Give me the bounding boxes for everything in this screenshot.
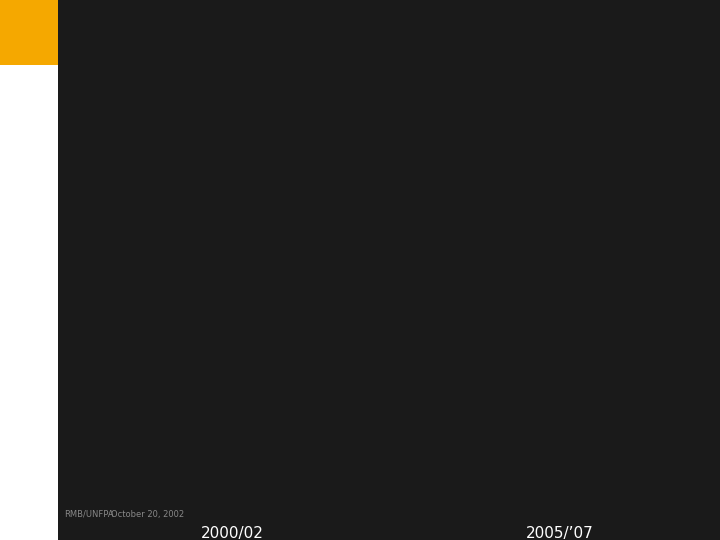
Text: RMB/UNFPA: RMB/UNFPA [64, 510, 114, 518]
Text: 10.6: 10.6 [637, 173, 671, 187]
Text: 9.1: 9.1 [454, 210, 479, 224]
Bar [103, 291, 174, 448]
Bar [618, 191, 689, 448]
Bar [525, 135, 595, 448]
Text: NECESIDAD INSATISFECHA PLANIFICACION FAMILIAR POR: NECESIDAD INSATISFECHA PLANIFICACION FAM… [99, 22, 678, 40]
Bar [197, 171, 267, 448]
Bar [290, 246, 361, 448]
Text: 2000/02: 2000/02 [200, 526, 264, 540]
Text: 12.9: 12.9 [543, 117, 577, 131]
Text: 2005/’07: 2005/’07 [526, 526, 594, 540]
Text: 6.5: 6.5 [126, 273, 150, 287]
Bar [431, 227, 502, 448]
Text: 11.4: 11.4 [215, 153, 249, 167]
Text: 8.3: 8.3 [313, 229, 338, 243]
Text: October 20, 2002: October 20, 2002 [111, 510, 184, 518]
Text: LUGAR DE RESIDENCIA , Perú 2000-2007: LUGAR DE RESIDENCIA , Perú 2000-2007 [184, 61, 593, 79]
